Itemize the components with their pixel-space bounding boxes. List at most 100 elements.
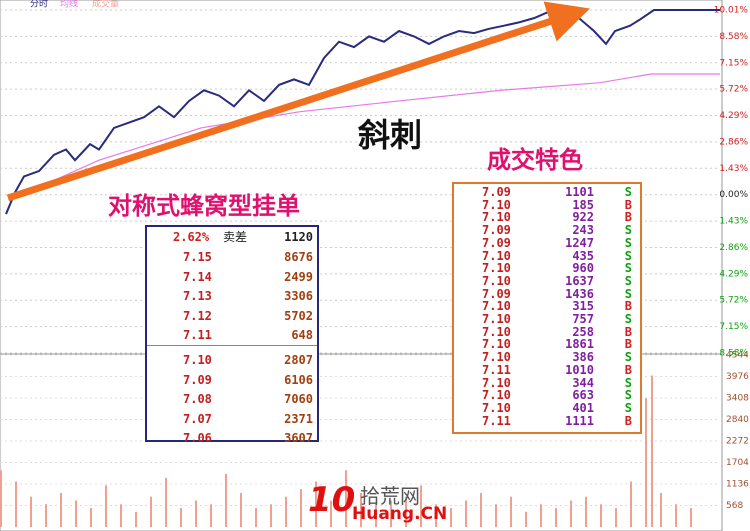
trade-side: B — [624, 197, 632, 212]
book-row: 7.14 2499 — [147, 269, 317, 286]
volume-bar — [240, 492, 242, 527]
header-cell: 卖差 — [223, 230, 248, 244]
volume-bar — [120, 504, 122, 527]
volume-bar — [360, 492, 362, 527]
trade-price: 7.09 — [482, 185, 511, 199]
trade-price: 7.10 — [482, 248, 511, 263]
y-tick-label: 4544 — [726, 351, 749, 361]
trade-row: 7.10 315 B — [454, 300, 640, 313]
book-row: 7.13 3306 — [147, 288, 317, 305]
volume-bar — [435, 504, 437, 527]
volume-cell: 8676 — [284, 250, 313, 264]
trade-row: 7.10 960 S — [454, 262, 640, 275]
trade-side: S — [624, 375, 632, 390]
volume-bar — [480, 492, 482, 527]
book-row: 7.11 648 — [147, 327, 317, 344]
volume-bar — [585, 496, 587, 527]
book-row: 7.07 2371 — [147, 411, 317, 428]
trade-row: 7.10 1861 B — [454, 338, 640, 351]
legend-entry: 分时 — [30, 0, 48, 10]
logo-text: 10 — [308, 480, 356, 520]
trade-side: S — [624, 273, 632, 288]
volume-bar — [510, 496, 512, 527]
trade-side: B — [624, 299, 632, 314]
trade-price: 7.10 — [482, 350, 511, 365]
legend-entry: 均线 — [60, 0, 78, 10]
trade-volume: 435 — [572, 248, 594, 263]
volume-bar — [690, 508, 692, 527]
volume-bar — [540, 504, 542, 527]
price-cell: 7.08 — [183, 392, 212, 406]
y-tick-label: 2.86% — [719, 137, 748, 147]
trade-side: S — [624, 286, 632, 301]
y-tick-label: 8.58% — [719, 32, 748, 42]
volume-cell: 7060 — [284, 392, 313, 406]
trade-volume: 401 — [572, 400, 594, 415]
trade-row: 7.10 401 S — [454, 400, 640, 415]
book-row: 7.06 3607 — [147, 430, 317, 447]
y-tick-label: 4.29% — [719, 269, 748, 279]
trade-volume: 1861 — [565, 337, 594, 352]
price-cell: 7.12 — [183, 308, 212, 323]
volume-bar — [210, 504, 212, 527]
trade-side: S — [624, 312, 632, 326]
trade-volume: 1436 — [565, 286, 594, 301]
trade-volume: 1010 — [565, 362, 594, 377]
trend-arrow — [6, 1, 590, 202]
trade-row: 7.09 1247 S — [454, 236, 640, 250]
price-cell: 7.13 — [183, 289, 212, 303]
trade-volume: 258 — [572, 324, 594, 339]
trade-row: 7.11 1010 B — [454, 362, 640, 377]
trade-volume: 757 — [572, 312, 594, 326]
price-line — [38, 73, 720, 188]
volume-bar — [420, 485, 422, 527]
book-row: 7.09 6106 — [147, 372, 317, 389]
trade-price: 7.09 — [482, 286, 511, 301]
volume-bar — [651, 375, 653, 527]
volume-cell: 648 — [291, 328, 313, 342]
trade-side: S — [624, 185, 632, 199]
book-header: 2.62% 卖差 1120 — [147, 229, 317, 246]
trade-volume: 386 — [572, 350, 594, 365]
volume-cell: 5702 — [284, 308, 313, 323]
book-divider — [147, 345, 317, 346]
trade-price: 7.10 — [482, 299, 511, 314]
trade-price: 7.10 — [482, 197, 511, 212]
trade-price: 7.10 — [482, 210, 511, 225]
trade-volume: 922 — [572, 210, 594, 225]
site-name: 拾荒网 — [360, 484, 420, 508]
volume-bar — [495, 504, 497, 527]
trend-label: 斜刺 — [358, 116, 423, 154]
volume-bar — [15, 481, 17, 527]
y-tick-label: 1136 — [726, 480, 749, 490]
trade-volume: 663 — [572, 388, 594, 403]
price-cell: 7.06 — [183, 431, 212, 445]
trade-price: 7.10 — [482, 388, 511, 403]
trade-volume: 1111 — [565, 413, 594, 428]
volume-bar — [60, 492, 62, 527]
trade-row: 7.10 386 S — [454, 351, 640, 364]
trade-row: 7.10 757 S — [454, 313, 640, 326]
book-row: 7.10 2807 — [147, 352, 317, 369]
trade-price: 7.10 — [482, 324, 511, 339]
trade-volume: 1637 — [565, 273, 594, 288]
y-tick-label: 1.43% — [719, 164, 748, 174]
trade-side: B — [624, 362, 632, 377]
trade-side: S — [624, 400, 632, 415]
trade-row: 7.10 1637 S — [454, 273, 640, 288]
book-row: 7.12 5702 — [147, 308, 317, 325]
volume-bar — [45, 504, 47, 527]
volume-bar — [390, 500, 392, 527]
trade-volume: 960 — [572, 261, 594, 276]
volume-cell: 6106 — [284, 372, 313, 387]
y-tick-label: 568 — [726, 501, 743, 511]
volume-cell: 3607 — [284, 431, 313, 445]
trade-row: 7.09 243 S — [454, 224, 640, 237]
volume-bar — [660, 492, 662, 527]
volume-bar — [615, 508, 617, 527]
volume-bar — [450, 508, 452, 527]
trade-price: 7.11 — [482, 362, 511, 377]
y-tick-label: 3976 — [726, 372, 749, 382]
y-tick-label: 2.86% — [719, 243, 748, 253]
trade-side: B — [624, 324, 632, 339]
